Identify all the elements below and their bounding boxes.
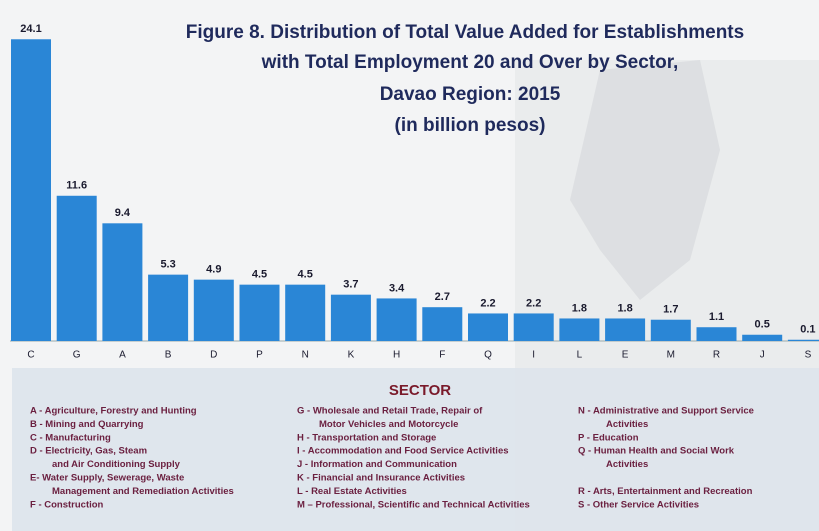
legend-item: M – Professional, Scientific and Technic…: [297, 499, 530, 510]
chart-title: Davao Region: 2015: [380, 84, 561, 105]
bar: [239, 284, 280, 341]
bar: [376, 298, 417, 341]
x-tick-label: I: [532, 350, 535, 361]
legend-item: L - Real Estate Activities: [297, 486, 407, 497]
x-tick-label: Q: [484, 350, 492, 361]
bar: [787, 339, 819, 341]
value-label: 4.5: [252, 269, 267, 281]
x-tick-label: M: [667, 350, 675, 361]
x-tick-label: K: [348, 350, 355, 361]
legend-item: Activities: [606, 459, 648, 470]
legend-item: F - Construction: [30, 499, 104, 510]
x-tick-label: J: [760, 350, 765, 361]
value-label: 5.3: [160, 259, 175, 271]
legend-item: Motor Vehicles and Motorcycle: [319, 419, 458, 430]
legend-item: A - Agriculture, Forestry and Hunting: [30, 406, 197, 417]
value-label: 2.7: [435, 291, 450, 303]
bar: [468, 313, 508, 341]
legend-item: Management and Remediation Activities: [52, 486, 234, 497]
legend-item: E- Water Supply, Sewerage, Waste: [30, 473, 184, 484]
x-tick-label: P: [256, 350, 263, 361]
bar: [605, 318, 646, 341]
bar: [422, 307, 463, 341]
bar: [285, 284, 326, 341]
x-tick-label: A: [119, 350, 126, 361]
chart-title: (in billion pesos): [395, 115, 546, 136]
bar: [742, 334, 783, 341]
legend-item: B - Mining and Quarrying: [30, 419, 144, 430]
map-shape: [570, 60, 720, 300]
value-label: 3.4: [389, 282, 405, 294]
legend-item: K - Financial and Insurance Activities: [297, 473, 465, 484]
value-label: 1.7: [663, 304, 678, 316]
bar: [513, 313, 554, 341]
value-label: 1.8: [617, 302, 632, 314]
legend-item: H - Transportation and Storage: [297, 432, 436, 443]
legend-item: P - Education: [578, 432, 639, 443]
legend-item: Q - Human Health and Social Work: [578, 446, 735, 457]
x-tick-label: F: [439, 350, 445, 361]
legend-item: S - Other Service Activities: [578, 499, 699, 510]
x-tick-label: L: [577, 350, 583, 361]
x-tick-label: G: [73, 350, 81, 361]
x-tick-label: D: [210, 350, 217, 361]
value-label: 0.1: [800, 324, 815, 336]
bar: [330, 294, 371, 341]
bar: [696, 327, 737, 341]
legend-item: C - Manufacturing: [30, 432, 111, 443]
value-label: 0.5: [755, 319, 770, 331]
x-tick-label: H: [393, 350, 400, 361]
legend-item: I - Accommodation and Food Service Activ…: [297, 446, 509, 457]
legend-item: and Air Conditioning Supply: [52, 459, 181, 470]
x-tick-label: S: [805, 350, 812, 361]
value-label: 11.6: [66, 180, 87, 192]
bar: [559, 318, 600, 341]
legend-item: Activities: [606, 419, 648, 430]
x-tick-label: B: [165, 350, 172, 361]
value-label: 3.7: [343, 279, 358, 291]
bar: [148, 274, 189, 341]
chart-title: Figure 8. Distribution of Total Value Ad…: [186, 22, 744, 43]
value-label: 4.9: [206, 264, 221, 276]
bar: [102, 223, 143, 341]
value-label: 4.5: [298, 269, 313, 281]
x-tick-label: R: [713, 350, 720, 361]
chart-title: with Total Employment 20 and Over by Sec…: [261, 52, 679, 73]
legend-item: R - Arts, Entertainment and Recreation: [578, 486, 753, 497]
legend-item: D - Electricity, Gas, Steam: [30, 446, 147, 457]
bar: [650, 319, 691, 341]
value-label: 24.1: [20, 23, 41, 35]
bar: [56, 195, 97, 341]
legend-item: G - Wholesale and Retail Trade, Repair o…: [297, 406, 483, 417]
x-tick-label: C: [27, 350, 34, 361]
x-tick-label: N: [302, 350, 309, 361]
bar: [193, 279, 234, 341]
legend-title: SECTOR: [389, 382, 451, 399]
legend-item: N - Administrative and Support Service: [578, 406, 754, 417]
legend-box: [12, 368, 819, 531]
bar: [11, 39, 51, 341]
value-label: 9.4: [115, 207, 131, 219]
value-label: 2.2: [480, 297, 495, 309]
value-label: 2.2: [526, 297, 541, 309]
x-tick-label: E: [622, 350, 629, 361]
value-label: 1.8: [572, 302, 587, 314]
legend-item: J - Information and Communication: [297, 459, 457, 470]
value-label: 1.1: [709, 311, 724, 323]
